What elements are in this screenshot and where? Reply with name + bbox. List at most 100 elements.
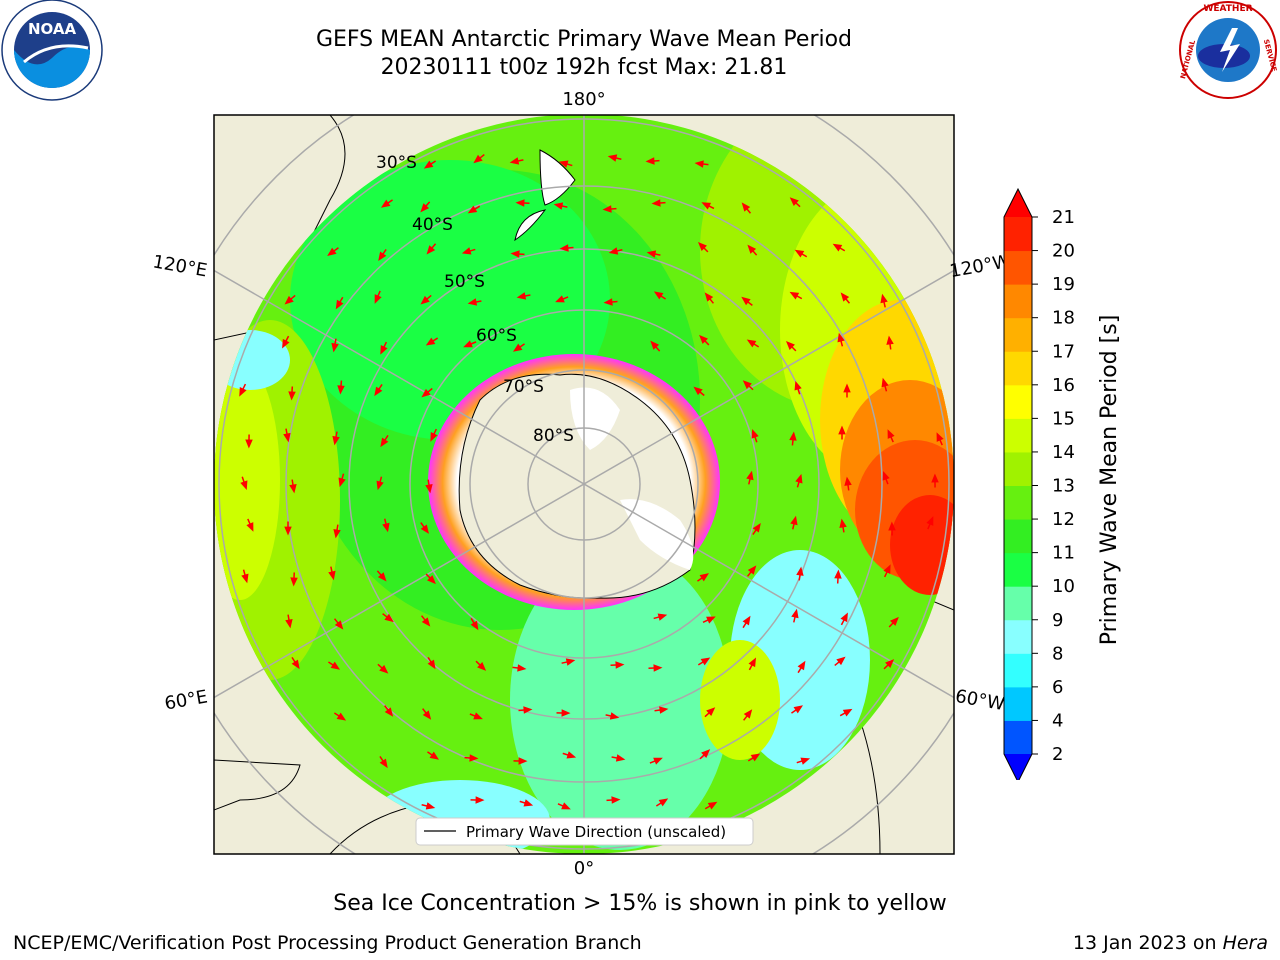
wave-arrow-head bbox=[420, 203, 430, 213]
wave-arrow-head bbox=[284, 526, 292, 536]
wave-arrow-head bbox=[650, 340, 660, 350]
noaa-logo-text: NOAA bbox=[28, 20, 77, 38]
wave-arrow-head bbox=[425, 483, 433, 494]
wave-arrow-head bbox=[285, 618, 293, 629]
wave-arrow-head bbox=[880, 293, 888, 304]
colorbar-segment bbox=[1004, 217, 1032, 252]
noaa-logo: NOAA bbox=[1, 0, 103, 101]
wave-arrow-head bbox=[834, 569, 842, 579]
colorbar-tick-label: 17 bbox=[1052, 341, 1075, 362]
colorbar-segment bbox=[1004, 519, 1032, 554]
lat-label-60s: 60°S bbox=[476, 326, 517, 346]
wave-arrow-head bbox=[288, 391, 296, 401]
wave-arrow-head bbox=[331, 342, 339, 353]
wave-arrow-head bbox=[936, 432, 944, 442]
wave-arrow-head bbox=[559, 244, 569, 252]
wave-arrow-head bbox=[890, 616, 899, 626]
wave-arrow-head bbox=[282, 338, 290, 349]
wave-arrow-head bbox=[510, 250, 520, 258]
wave-arrow-head bbox=[283, 432, 291, 443]
colorbar-tick-label: 11 bbox=[1052, 543, 1075, 564]
wave-arrow-head bbox=[882, 471, 890, 481]
svg-text:WEATHER: WEATHER bbox=[1203, 4, 1252, 14]
wave-arrow-head bbox=[747, 565, 757, 575]
colorbar-label: Primary Wave Mean Period [s] bbox=[1097, 315, 1122, 646]
wave-arrow-head bbox=[427, 659, 436, 670]
lat-label-70s: 70°S bbox=[503, 377, 544, 397]
wave-arrow-head bbox=[420, 524, 429, 534]
wave-arrow-head bbox=[477, 662, 487, 671]
wave-arrow-head bbox=[565, 658, 576, 666]
wave-arrow-head bbox=[839, 518, 847, 529]
wave-arrow-head bbox=[796, 566, 804, 576]
wave-arrow-head bbox=[380, 345, 388, 355]
graticule bbox=[214, 115, 954, 854]
wave-arrow-head bbox=[330, 661, 341, 670]
wave-arrow-head bbox=[840, 612, 848, 623]
colorbar-segment bbox=[1004, 720, 1032, 755]
wave-arrow-head bbox=[615, 661, 625, 669]
wave-arrow-head bbox=[795, 473, 803, 484]
wave-arrow-head bbox=[561, 802, 571, 810]
wave-arrow-head bbox=[470, 620, 479, 631]
wave-arrow-head bbox=[523, 799, 534, 807]
wave-arrow-head bbox=[332, 435, 340, 446]
lon-label-upper-left: 120°E bbox=[151, 251, 209, 281]
wave-arrow-head bbox=[333, 528, 341, 539]
footer-date-text: 13 Jan 2023 on bbox=[1072, 932, 1223, 954]
footer-host: Hera bbox=[1222, 932, 1268, 954]
wave-arrow-head bbox=[241, 573, 249, 584]
wave-arrow-head bbox=[608, 247, 619, 255]
colorbar-segment bbox=[1004, 451, 1032, 486]
wave-arrow-head bbox=[832, 243, 843, 252]
lat-label-30s: 30°S bbox=[376, 153, 417, 173]
wave-arrow-head bbox=[651, 199, 661, 207]
legend-label: Primary Wave Direction (unscaled) bbox=[466, 823, 726, 841]
map-legend: Primary Wave Direction (unscaled) bbox=[415, 817, 754, 846]
wave-arrow-head bbox=[704, 292, 714, 302]
wave-arrow-head bbox=[379, 758, 388, 769]
colorbar-segment bbox=[1004, 418, 1032, 453]
wave-arrow-head bbox=[429, 751, 440, 760]
lon-label-lower-left: 60°E bbox=[163, 686, 209, 714]
wave-arrow-head bbox=[699, 573, 709, 582]
wave-arrow-head bbox=[558, 160, 569, 168]
wave-arrow-head bbox=[461, 247, 472, 255]
wave-arrow-head bbox=[706, 707, 716, 717]
colorbar-tick-label: 2 bbox=[1052, 744, 1063, 765]
wave-arrow-head bbox=[335, 299, 344, 310]
colorbar-tick-label: 4 bbox=[1052, 710, 1063, 731]
wave-arrow-head bbox=[337, 385, 345, 395]
lat-label-80s: 80°S bbox=[533, 426, 574, 446]
wave-arrow-head bbox=[790, 515, 798, 526]
wave-arrow-head bbox=[791, 608, 799, 619]
wave-arrow-head bbox=[926, 516, 934, 526]
wave-arrow-head bbox=[469, 754, 479, 762]
wave-arrow-head bbox=[509, 157, 520, 165]
wave-arrow-head bbox=[741, 296, 751, 306]
wave-arrow-head bbox=[473, 712, 483, 720]
wave-arrow-head bbox=[430, 432, 438, 442]
wave-arrow-head bbox=[931, 473, 939, 483]
wave-arrow-head bbox=[378, 251, 387, 262]
wave-arrow-head bbox=[615, 754, 626, 762]
colorbar-segment bbox=[1004, 485, 1032, 520]
antarctica-land bbox=[458, 373, 696, 599]
lat-label-40s: 40°S bbox=[412, 215, 453, 235]
wave-arrow-head bbox=[700, 657, 711, 666]
wave-arrow-head bbox=[377, 572, 387, 582]
wave-arrow-head bbox=[380, 199, 391, 208]
wave-arrow-head bbox=[553, 202, 564, 210]
wave-arrow-head bbox=[555, 295, 565, 303]
wave-arrow-head bbox=[338, 477, 346, 488]
wave-arrow-head bbox=[425, 337, 436, 346]
wave-arrow-head bbox=[603, 298, 613, 306]
wave-arrow-head bbox=[699, 334, 708, 344]
wave-arrow-head bbox=[843, 383, 851, 393]
colorbar-segment bbox=[1004, 384, 1032, 419]
colorbar-min-extension bbox=[1004, 754, 1032, 780]
wave-arrow-head bbox=[653, 291, 664, 300]
wave-arrow-head bbox=[697, 241, 707, 251]
wave-arrow-head bbox=[785, 340, 795, 350]
nws-logo: WEATHER NATIONAL SERVICE bbox=[1179, 1, 1278, 99]
